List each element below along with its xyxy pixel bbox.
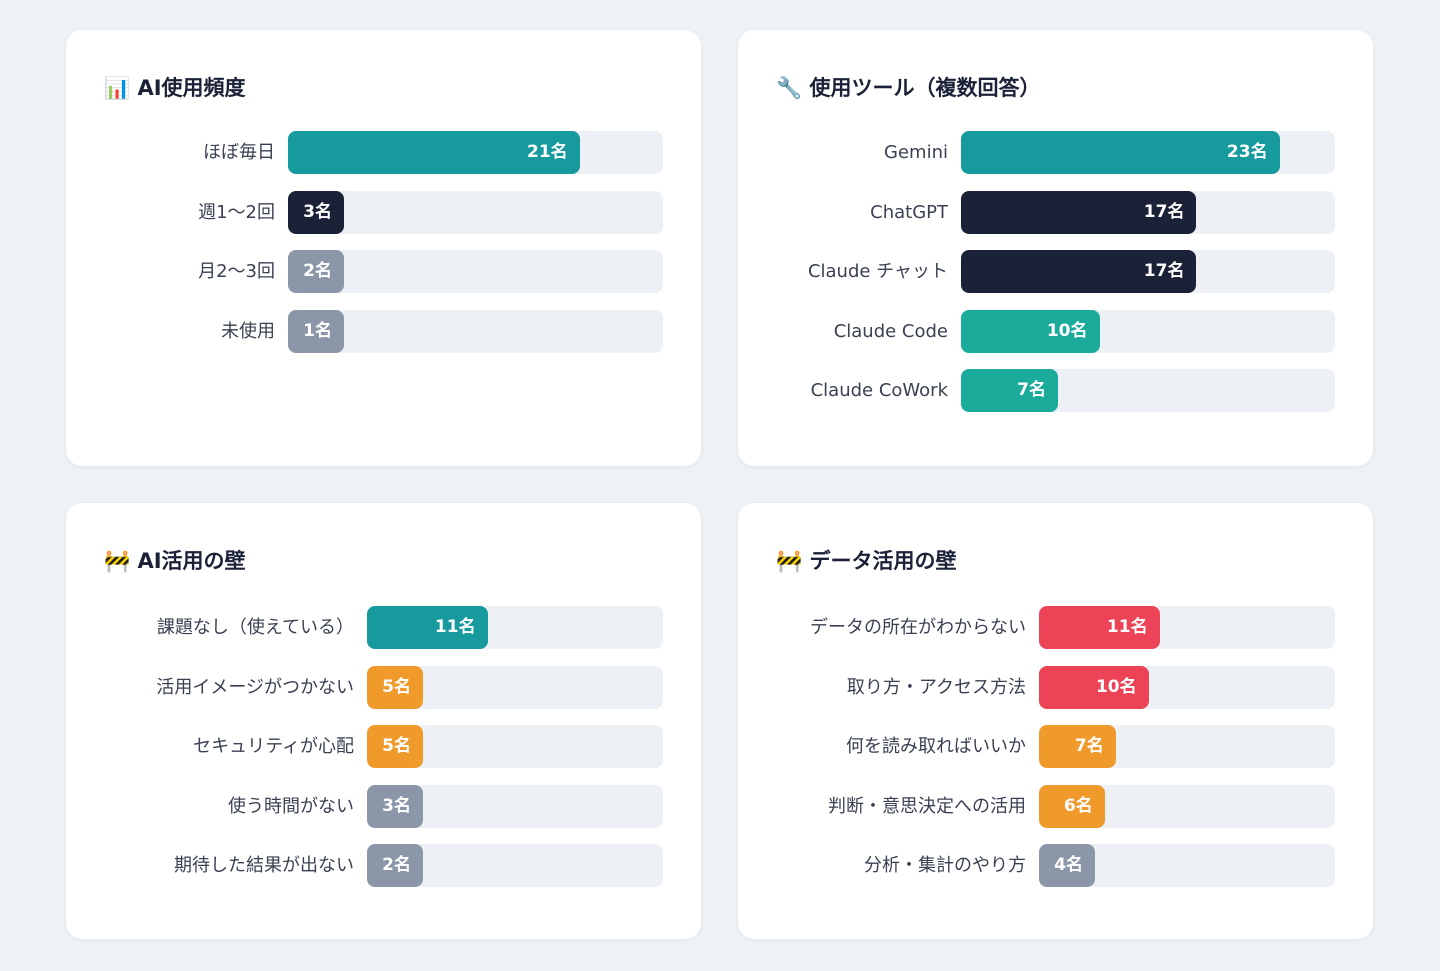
bar: 6名 [1039,784,1105,828]
value-label: 1名 [303,320,332,341]
bar: 23名 [961,131,1280,174]
bar-track: 2名 [288,250,663,293]
bar-track: 4名 [1039,844,1335,887]
bar-track: 17名 [961,250,1335,293]
value-label: 11名 [434,617,476,637]
category-label: Gemini [884,142,948,163]
category-label: 取り方・アクセス方法 [846,676,1026,698]
category-label: Claude Code [833,320,948,342]
bar-track: 3名 [288,190,663,234]
bar: 3名 [288,190,344,234]
value-label: 11名 [1106,617,1148,637]
value-label: 10名 [1046,320,1088,341]
value-label: 5名 [382,676,411,697]
bar-track: 10名 [961,309,1335,353]
chart-card: 🔧 使用ツール（複数回答） Gemini 23名 ChatGPT 17名 Claude チ… [738,30,1373,466]
bar: 2名 [288,250,344,293]
card-title: 🚧 データ活用の壁 [776,549,957,573]
bar: 11名 [367,606,488,649]
value-label: 3名 [382,795,411,816]
value-label: 10名 [1095,676,1137,697]
value-label: 5名 [382,736,411,756]
bar-track: 6名 [1039,784,1335,828]
bar-track: 11名 [1039,606,1335,649]
bar: 21名 [288,131,580,174]
bar-track: 5名 [367,665,663,709]
bar-track: 1名 [288,309,663,353]
value-label: 7名 [1074,736,1104,756]
bar-track: 3名 [367,784,663,828]
category-label: データの所在がわからない [810,617,1026,638]
category-label: 課題なし（使えている） [156,617,354,638]
value-label: 7名 [1017,380,1046,400]
bar: 11名 [1039,606,1160,649]
bar: 3名 [367,784,423,828]
value-label: 3名 [303,201,332,222]
category-label: 活用イメージがつかない [156,676,354,698]
chart-card: 🚧 データ活用の壁データの所在がわからない 11名取り方・アクセス方法 10名何を読… [738,503,1373,939]
bar: 10名 [1039,665,1149,709]
category-label: 何を読み取ればいいか [846,736,1026,757]
bar: 7名 [961,369,1058,412]
bar-track: 5名 [367,725,663,768]
card-title: 📊 AI使用頻度 [104,76,246,100]
bar: 5名 [367,725,423,768]
bar-track: 11名 [367,606,663,649]
value-label: 2名 [303,261,332,281]
bar: 2名 [367,844,423,887]
bar: 4名 [1039,844,1095,887]
value-label: 2名 [382,855,411,875]
card-title: 🔧 使用ツール（複数回答） [776,76,1041,100]
category-label: セキュリティが心配 [193,736,354,757]
value-label: 23名 [1226,142,1268,162]
category-label: ChatGPT [870,201,948,223]
bar: 17名 [961,250,1197,293]
bar: 17名 [961,190,1197,234]
category-label: 週1〜2回 [198,201,275,223]
bar-track: 17名 [961,190,1335,234]
category-label: 月2〜3回 [198,261,275,282]
category-label: Claude チャット [807,261,948,282]
value-label: 4名 [1054,855,1083,875]
value-label: 17名 [1143,261,1185,281]
category-label: ほぼ毎日 [203,142,275,163]
category-label: 期待した結果が出ない [174,855,354,876]
card-title: 🚧 AI活用の壁 [104,549,246,573]
chart-card: 📊 AI使用頻度ほぼ毎日 21名週1〜2回 3名月2〜3回 2名未使用 1名 [66,30,701,466]
category-label: 判断・意思決定への活用 [828,795,1026,817]
bar-track: 7名 [1039,725,1335,768]
value-label: 6名 [1063,795,1093,816]
chart-card: 🚧 AI活用の壁 課題なし（使えている） 11名 活用イメージがつかない 5名 セキュリテ… [66,503,701,939]
category-label: 使う時間がない [228,795,354,817]
bar: 10名 [961,309,1100,353]
bar-track: 7名 [961,369,1335,412]
bar-track: 21名 [288,131,663,174]
bar-track: 10名 [1039,665,1335,709]
value-label: 17名 [1143,201,1185,222]
bar: 5名 [367,665,423,709]
bar-track: 23名 [961,131,1335,174]
category-label: Claude CoWork [810,380,948,401]
bar: 1名 [288,309,344,353]
category-label: 分析・集計のやり方 [864,855,1026,876]
value-label: 21名 [526,142,568,162]
bar-track: 2名 [367,844,663,887]
category-label: 未使用 [221,320,275,342]
bar: 7名 [1039,725,1116,768]
